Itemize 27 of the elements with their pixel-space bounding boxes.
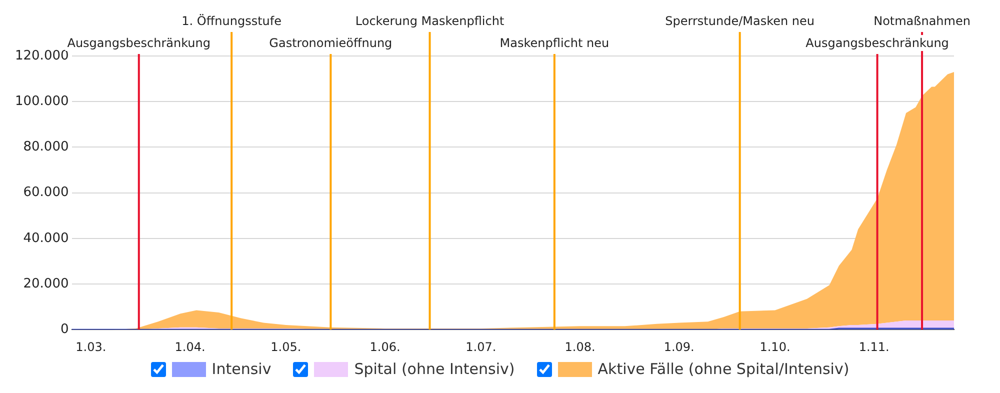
ref-line-label: Notmaßnahmen	[874, 14, 970, 28]
ref-line-label: Lockerung Maskenpflicht	[355, 14, 504, 28]
y-tick-label: 100.000	[14, 94, 69, 109]
ref-line-label: Maskenpflicht neu	[500, 36, 610, 50]
x-tick-label: 1.04.	[174, 340, 206, 354]
x-tick-label: 1.06.	[370, 340, 400, 354]
ref-line-label: Gastronomieöffnung	[269, 36, 392, 50]
legend-label: Intensiv	[212, 360, 272, 378]
y-tick-label: 40.000	[23, 230, 69, 246]
ref-line-label: Ausgangsbeschränkung	[67, 36, 211, 50]
x-tick-label: 1.10.	[760, 340, 790, 354]
y-tick-label: 20.000	[23, 276, 69, 292]
x-tick-label: 1.09.	[664, 340, 694, 354]
legend-label: Spital (ohne Intensiv)	[354, 360, 515, 378]
y-tick-label: 0	[60, 322, 69, 337]
x-tick-label: 1.11.	[858, 340, 890, 354]
y-tick-label: 80.000	[23, 140, 69, 155]
ref-line-label: Ausgangsbeschränkung	[806, 36, 949, 50]
y-tick-label: 120.000	[14, 48, 69, 64]
legend-label: Aktive Fälle (ohne Spital/Intensiv)	[598, 360, 850, 378]
x-tick-label: 1.07.	[466, 340, 496, 354]
y-tick-label: 60.000	[23, 185, 69, 200]
ref-line-label: 1. Öffnungsstufe	[182, 14, 282, 28]
x-tick-label: 1.08.	[564, 340, 596, 354]
ref-line-label: Sperrstunde/Masken neu	[665, 14, 815, 28]
x-tick-label: 1.05.	[270, 340, 302, 354]
x-tick-label: 1.03.	[76, 340, 106, 354]
